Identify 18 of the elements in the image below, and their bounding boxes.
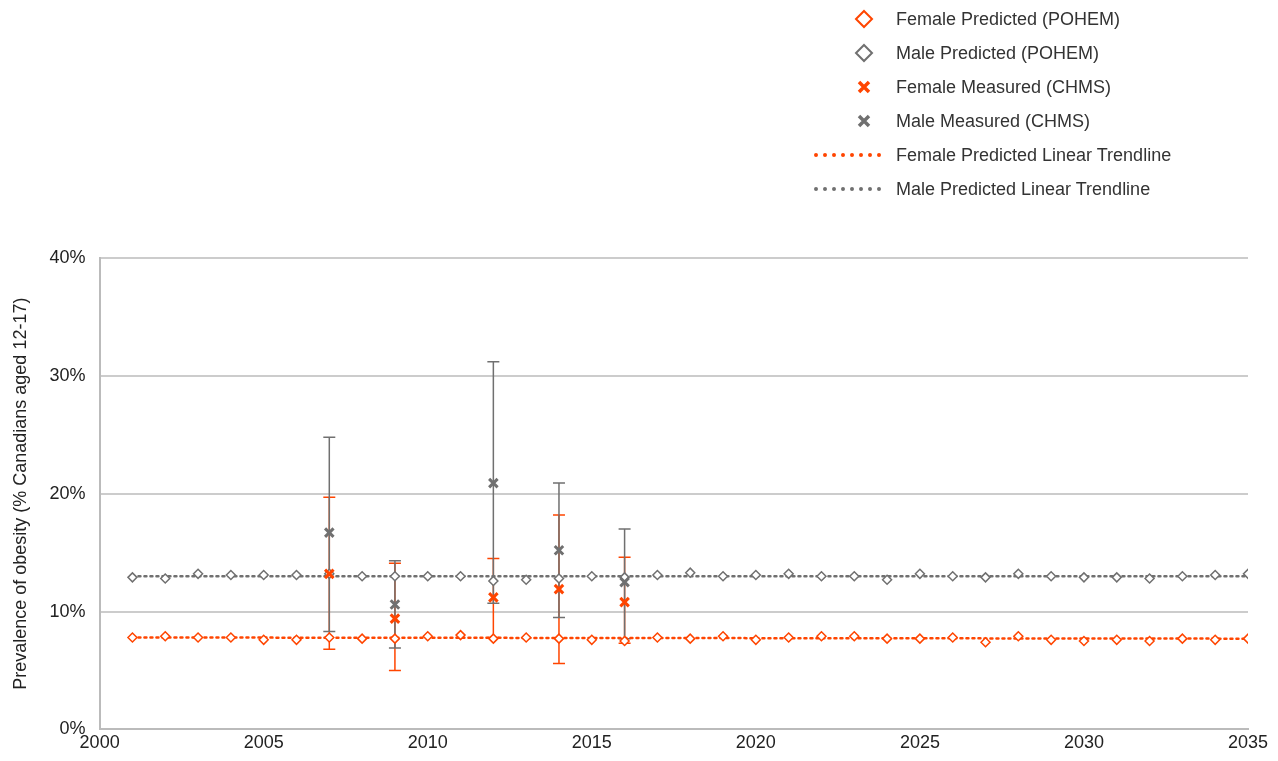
y-tick-label: 20% <box>49 482 86 503</box>
legend-label: Female Measured (CHMS) <box>896 76 1112 98</box>
legend-label: Male Predicted (POHEM) <box>896 42 1100 64</box>
legend-label: Female Predicted (POHEM) <box>896 8 1121 30</box>
y-tick-label: 10% <box>49 600 86 621</box>
x-tick-label: 2030 <box>1063 732 1104 753</box>
x-tick-label: 2005 <box>243 732 284 753</box>
x-tick-label: 2025 <box>899 732 940 753</box>
x-tick-label: 2015 <box>571 732 612 753</box>
x-tick-label: 2035 <box>1227 732 1269 753</box>
y-axis-title: Prevalence of obesity (% Canadians aged 12-17) <box>9 297 30 690</box>
x-tick-label: 2020 <box>735 732 776 753</box>
x-tick-label: 2010 <box>407 732 448 753</box>
legend-label: Female Predicted Linear Trendline <box>896 144 1172 166</box>
y-tick-label: 40% <box>49 246 86 267</box>
legend-label: Male Measured (CHMS) <box>896 110 1091 132</box>
legend-label: Male Predicted Linear Trendline <box>896 178 1151 200</box>
y-tick-label: 30% <box>49 364 86 385</box>
